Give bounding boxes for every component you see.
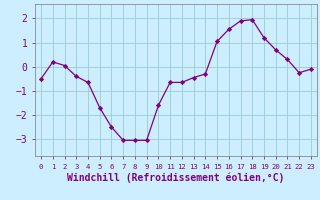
X-axis label: Windchill (Refroidissement éolien,°C): Windchill (Refroidissement éolien,°C) <box>67 172 285 183</box>
